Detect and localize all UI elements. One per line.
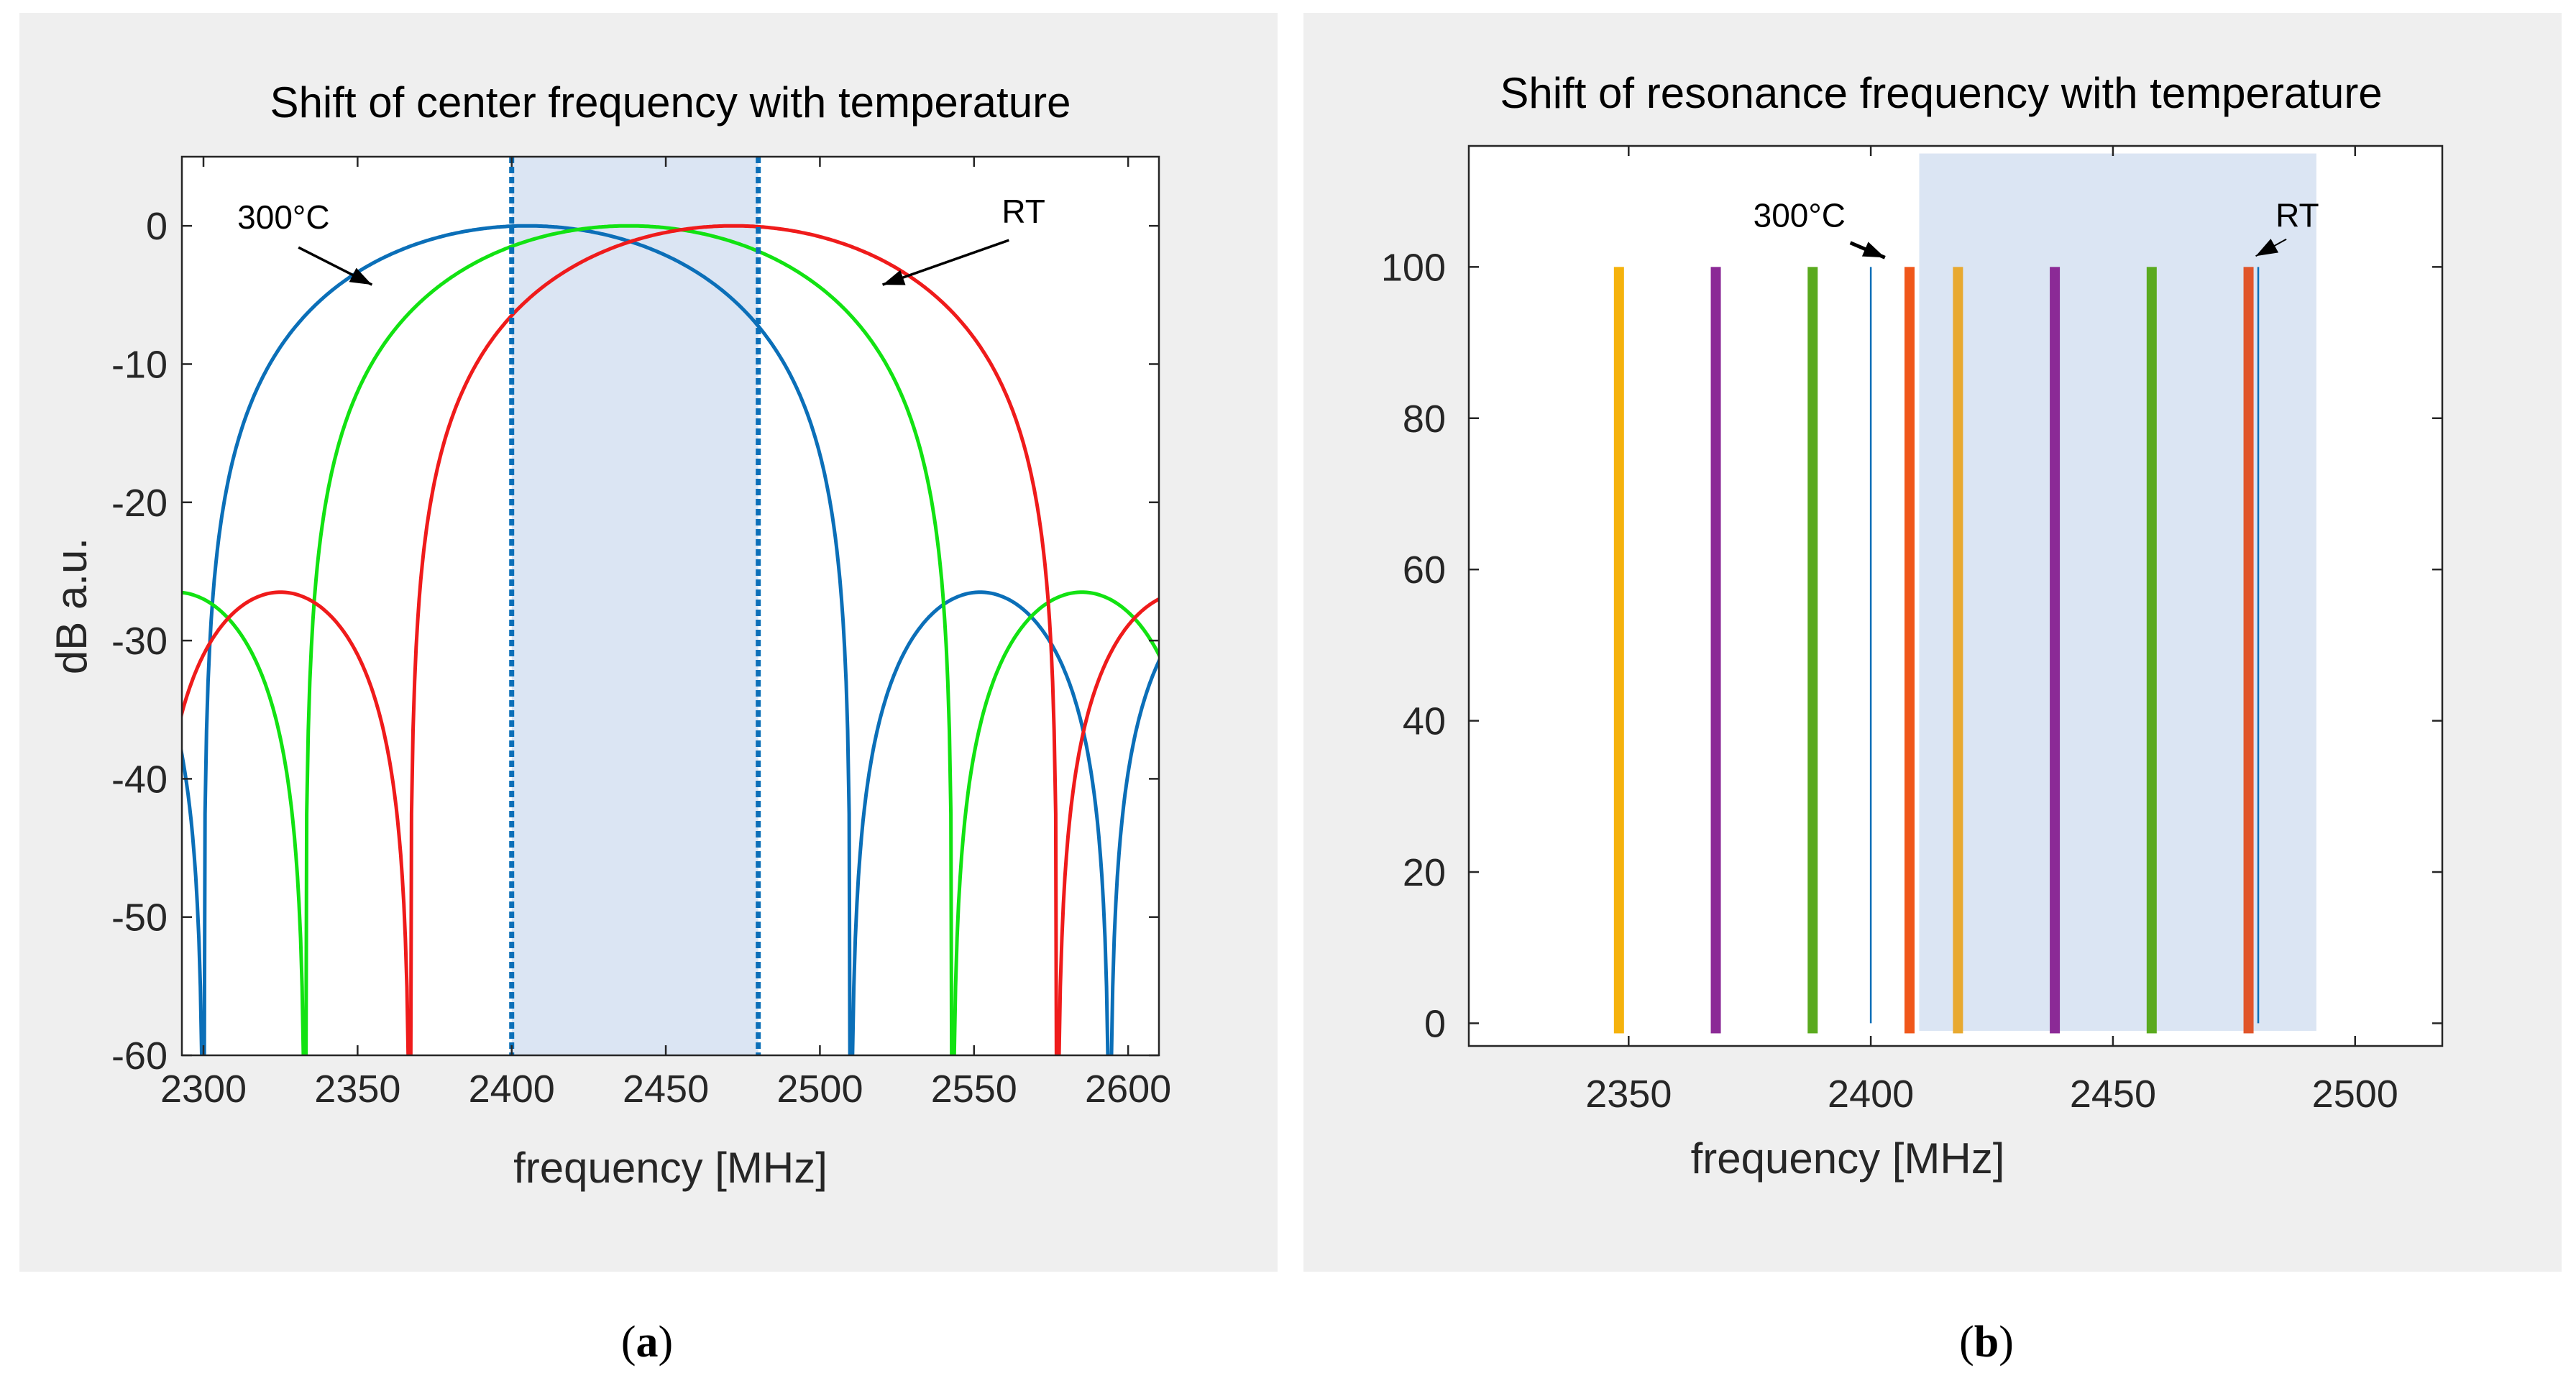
band-b xyxy=(1919,153,2316,1031)
annotation-b-300c: 300°C xyxy=(1754,197,1846,234)
curve-a-2 xyxy=(182,224,1159,1055)
bar-b-4 xyxy=(1953,267,1963,1034)
xtick-label-b-0: 2350 xyxy=(1585,1073,1672,1116)
caption-a-letter: a xyxy=(636,1318,659,1367)
curves-a xyxy=(182,224,1159,1055)
ytick-label-b-1: 20 xyxy=(1403,851,1446,894)
ytick-label-b-3: 60 xyxy=(1403,549,1446,592)
bar-b-1 xyxy=(1710,267,1721,1034)
ytick-label-b-4: 80 xyxy=(1403,398,1446,441)
bar-b-3 xyxy=(1905,267,1915,1034)
plot-frame-a xyxy=(180,155,1160,1057)
xtick-label-a-5: 2550 xyxy=(931,1068,1017,1111)
ytick-label-a-1: -10 xyxy=(111,343,168,386)
chart-title-b: Shift of resonance frequency with temper… xyxy=(1500,69,2382,117)
xtick-label-b-3: 2500 xyxy=(2312,1073,2398,1116)
ytick-label-b-5: 100 xyxy=(1381,246,1446,289)
chart-title-a: Shift of center frequency with temperatu… xyxy=(270,78,1071,127)
ytick-label-b-2: 40 xyxy=(1403,700,1446,743)
ytick-label-a-5: -50 xyxy=(111,896,168,940)
ytick-label-a-2: -20 xyxy=(111,482,168,525)
caption-b-letter: b xyxy=(1974,1318,1999,1367)
xtick-label-a-0: 2300 xyxy=(160,1068,247,1111)
ytick-label-b-0: 0 xyxy=(1424,1002,1446,1045)
ytick-label-a-3: -30 xyxy=(111,620,168,663)
xtick-label-a-3: 2450 xyxy=(623,1068,709,1111)
caption-a: (a) xyxy=(620,1318,674,1367)
caption-b: (b) xyxy=(1959,1318,2014,1367)
band-a xyxy=(511,157,758,1055)
bar-b-6 xyxy=(2146,267,2157,1034)
x-axis-label-b: frequency [MHz] xyxy=(1691,1134,2005,1183)
x-axis-label-a: frequency [MHz] xyxy=(513,1144,828,1192)
bar-b-0 xyxy=(1613,267,1624,1034)
annotation-a-300c: 300°C xyxy=(237,198,329,236)
arrow-a-rt-head xyxy=(882,270,906,285)
bar-b-5 xyxy=(2050,267,2061,1034)
xtick-label-a-4: 2500 xyxy=(776,1068,863,1111)
xtick-label-b-2: 2450 xyxy=(2070,1073,2156,1116)
y-axis-label-a: dB a.u. xyxy=(47,538,96,674)
plot-frame-b xyxy=(1467,144,2444,1047)
xtick-label-a-2: 2400 xyxy=(469,1068,555,1111)
xtick-label-a-1: 2350 xyxy=(314,1068,400,1111)
xtick-label-a-6: 2600 xyxy=(1085,1068,1171,1111)
ytick-label-a-4: -40 xyxy=(111,758,168,801)
ytick-label-a-0: 0 xyxy=(146,205,168,248)
curve-a-0 xyxy=(182,224,1159,1055)
annotation-a-rt: RT xyxy=(1001,193,1045,230)
xtick-label-b-1: 2400 xyxy=(1828,1073,1914,1116)
ytick-label-a-6: -60 xyxy=(111,1034,168,1078)
curve-a-1 xyxy=(182,224,1159,1055)
arrow-b-rt-head xyxy=(2255,239,2279,257)
arrow-a-rt-shaft xyxy=(882,239,1009,286)
bar-b-2 xyxy=(1807,267,1818,1034)
arrow-b-300c-head xyxy=(1861,242,1885,258)
annotation-b-rt: RT xyxy=(2275,197,2319,234)
arrow-a-300c-head xyxy=(349,267,372,285)
bar-b-7 xyxy=(2243,267,2254,1034)
